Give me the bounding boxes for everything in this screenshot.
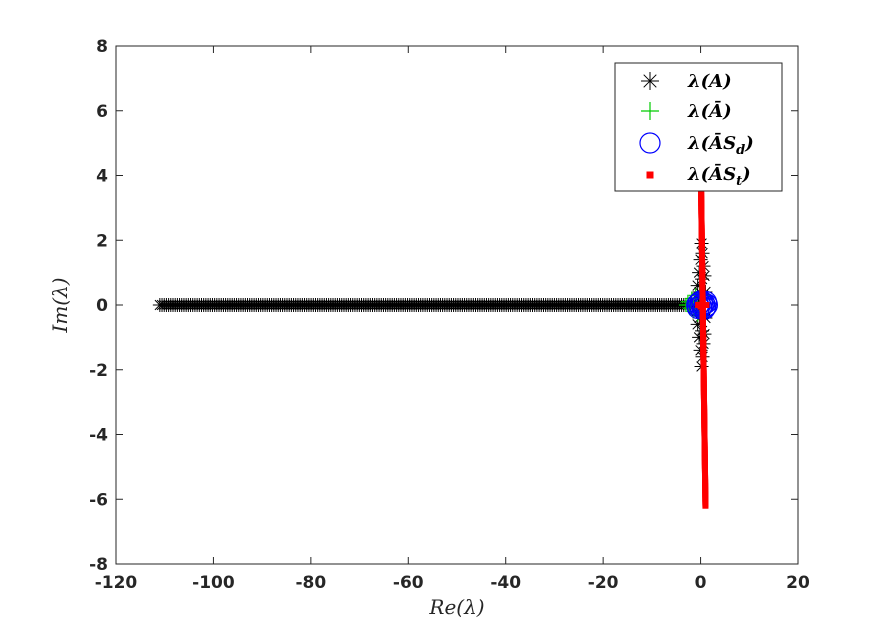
x-tick-label: -60 bbox=[393, 573, 424, 593]
x-tick-label: 0 bbox=[695, 573, 707, 593]
legend-entry-abar-st-close: ) bbox=[741, 164, 751, 185]
x-tick-label: -120 bbox=[95, 573, 138, 593]
legend-entry-a: λ(A) bbox=[687, 71, 732, 92]
point-lambda-abar-st bbox=[702, 502, 709, 509]
y-tick-label: 0 bbox=[96, 296, 108, 316]
series-lambda-a bbox=[152, 236, 713, 374]
x-tick-label: 20 bbox=[786, 573, 810, 593]
legend-entry-abar-sd-main: λ(ĀS bbox=[687, 132, 736, 154]
point-lambda-a bbox=[692, 265, 707, 280]
x-tick-label: -40 bbox=[490, 573, 521, 593]
x-tick-label: -100 bbox=[192, 573, 235, 593]
y-tick-label: 2 bbox=[96, 231, 108, 251]
legend-entry-abar-st-main: λ(ĀS bbox=[687, 163, 736, 185]
legend-box bbox=[614, 62, 783, 192]
point-lambda-abar-st bbox=[699, 300, 706, 307]
chart-marks bbox=[152, 185, 719, 509]
legend-entry-abar-sd-sub: d bbox=[736, 143, 745, 158]
point-lambda-abar-st bbox=[703, 302, 710, 308]
legend-entry-abar-sd-close: ) bbox=[744, 133, 754, 154]
legend-marker-square bbox=[646, 171, 654, 179]
legend: λ(A) λ(Ā) λ(ĀSd) λ(ĀSt) bbox=[614, 62, 783, 192]
x-tick-label: -80 bbox=[295, 573, 326, 593]
y-tick-label: 4 bbox=[96, 167, 108, 187]
legend-entry-abar-sd: λ(ĀSd) bbox=[687, 132, 754, 158]
y-axis-label: Im(λ) bbox=[48, 277, 72, 333]
legend-marker-plus bbox=[641, 102, 659, 120]
y-tick-label: -4 bbox=[89, 426, 108, 446]
y-tick-label: -8 bbox=[89, 555, 108, 575]
legend-entry-abar-st-sub: t bbox=[736, 174, 742, 189]
legend-marker-asterisk bbox=[641, 72, 659, 90]
legend-marker-circle bbox=[639, 132, 661, 154]
point-lambda-a bbox=[690, 278, 705, 293]
series-lambda-abar-st bbox=[695, 185, 710, 509]
x-tick-label: -20 bbox=[588, 573, 619, 593]
point-lambda-a bbox=[692, 330, 707, 345]
legend-entry-abar: λ(Ā) bbox=[687, 100, 732, 122]
y-tick-label: -2 bbox=[89, 361, 108, 381]
legend-markers bbox=[639, 72, 661, 179]
y-tick-label: 6 bbox=[96, 102, 108, 122]
point-lambda-a bbox=[690, 317, 705, 332]
y-tick-label: -6 bbox=[89, 490, 108, 510]
y-tick-label: 8 bbox=[96, 37, 108, 57]
x-axis-label: Re(λ) bbox=[428, 595, 484, 619]
legend-entry-abar-st: λ(ĀSt) bbox=[687, 163, 751, 189]
point-lambda-abar-st bbox=[697, 303, 704, 310]
